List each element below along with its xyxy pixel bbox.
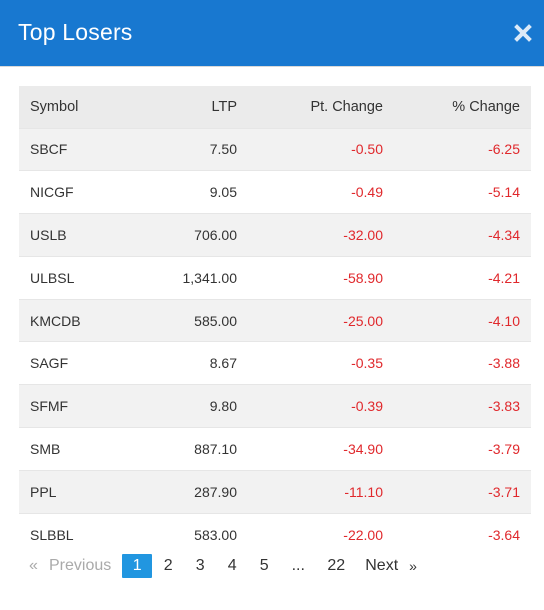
table-row[interactable]: SLBBL 583.00 -22.00 -3.64: [19, 513, 531, 556]
page-button-4[interactable]: 4: [227, 557, 237, 574]
cell-ltp: 287.90: [194, 483, 237, 500]
cell-symbol[interactable]: SLBBL: [30, 526, 74, 543]
table-header-row: Symbol LTP Pt. Change % Change: [19, 86, 531, 128]
cell-symbol[interactable]: SMB: [30, 440, 61, 457]
column-header-symbol[interactable]: Symbol: [30, 98, 79, 115]
table-row[interactable]: SMB 887.10 -34.90 -3.79: [19, 427, 531, 471]
page-button-22[interactable]: 22: [327, 557, 346, 574]
page-button-5[interactable]: 5: [259, 557, 269, 574]
table-row[interactable]: KMCDB 585.00 -25.00 -4.10: [19, 299, 531, 342]
cell-pt-change: -0.39: [351, 398, 383, 415]
pagination: « Previous 1 2 3 4 5 ... 22 Next »: [19, 553, 417, 579]
previous-arrow: «: [29, 557, 38, 574]
table-row[interactable]: SBCF 7.50 -0.50 -6.25: [19, 128, 531, 171]
column-header-ltp[interactable]: LTP: [211, 98, 237, 115]
close-button[interactable]: [512, 22, 534, 44]
cell-pct-change: -3.83: [488, 398, 520, 415]
table-row[interactable]: SFMF 9.80 -0.39 -3.83: [19, 384, 531, 428]
cell-pct-change: -3.79: [488, 440, 520, 457]
next-arrow[interactable]: »: [409, 558, 417, 574]
losers-table: Symbol LTP Pt. Change % Change SBCF 7.50 -…: [19, 86, 531, 556]
cell-pt-change: -0.50: [351, 141, 383, 158]
cell-symbol[interactable]: SAGF: [30, 355, 69, 372]
cell-ltp: 7.50: [209, 141, 237, 158]
cell-pt-change: -32.00: [343, 226, 383, 243]
cell-symbol[interactable]: SBCF: [30, 141, 68, 158]
page-button-3[interactable]: 3: [195, 557, 205, 574]
cell-ltp: 583.00: [194, 526, 237, 543]
modal-header: Top Losers: [0, 0, 544, 67]
column-header-pct-change[interactable]: % Change: [452, 98, 520, 115]
cell-symbol[interactable]: SFMF: [30, 398, 69, 415]
close-icon: [512, 22, 534, 44]
cell-ltp: 9.80: [209, 398, 237, 415]
cell-symbol[interactable]: NICGF: [30, 184, 74, 201]
column-header-pt-change[interactable]: Pt. Change: [310, 98, 383, 115]
table-row[interactable]: NICGF 9.05 -0.49 -5.14: [19, 170, 531, 214]
cell-pt-change: -58.90: [343, 269, 383, 286]
table-row[interactable]: ULBSL 1,341.00 -58.90 -4.21: [19, 256, 531, 300]
cell-pct-change: -3.64: [488, 526, 520, 543]
cell-pct-change: -3.71: [488, 483, 520, 500]
cell-symbol[interactable]: KMCDB: [30, 312, 81, 329]
cell-pct-change: -5.14: [488, 184, 520, 201]
cell-pct-change: -4.10: [488, 312, 520, 329]
cell-pct-change: -6.25: [488, 141, 520, 158]
previous-button[interactable]: Previous: [49, 557, 112, 574]
cell-symbol[interactable]: PPL: [30, 483, 57, 500]
cell-pt-change: -11.10: [344, 483, 383, 500]
page-ellipsis: ...: [291, 557, 305, 574]
modal-title: Top Losers: [18, 19, 133, 45]
cell-pct-change: -3.88: [488, 355, 520, 372]
cell-pct-change: -4.21: [488, 269, 520, 286]
cell-ltp: 1,341.00: [182, 269, 238, 286]
cell-ltp: 8.67: [209, 355, 237, 372]
table-row[interactable]: PPL 287.90 -11.10 -3.71: [19, 470, 531, 514]
cell-pt-change: -34.90: [343, 440, 383, 457]
cell-pt-change: -0.49: [351, 184, 383, 201]
cell-ltp: 585.00: [194, 312, 237, 329]
cell-pt-change: -25.00: [343, 312, 383, 329]
page-button-2[interactable]: 2: [163, 557, 173, 574]
next-button[interactable]: Next: [365, 557, 399, 574]
table-row[interactable]: SAGF 8.67 -0.35 -3.88: [19, 341, 531, 385]
cell-ltp: 706.00: [194, 226, 237, 243]
cell-symbol[interactable]: USLB: [30, 226, 67, 243]
losers-table-container: Symbol LTP Pt. Change % Change SBCF 7.50 -…: [19, 86, 531, 556]
cell-ltp: 9.05: [209, 184, 237, 201]
cell-ltp: 887.10: [194, 440, 237, 457]
table-row[interactable]: USLB 706.00 -32.00 -4.34: [19, 213, 531, 257]
cell-symbol[interactable]: ULBSL: [30, 269, 75, 286]
cell-pct-change: -4.34: [488, 226, 520, 243]
cell-pt-change: -22.00: [343, 526, 383, 543]
page-button-1[interactable]: 1: [122, 554, 153, 578]
cell-pt-change: -0.35: [351, 355, 383, 372]
